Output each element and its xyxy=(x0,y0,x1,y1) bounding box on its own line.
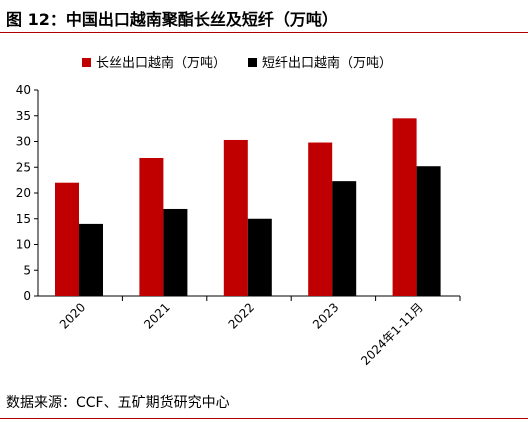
x-tick-label: 2023 xyxy=(310,300,341,331)
bar-staple xyxy=(79,223,103,296)
bar-filament xyxy=(392,118,417,296)
bar-staple xyxy=(416,166,441,296)
y-tick-label: 15 xyxy=(16,212,31,226)
y-tick-label: 5 xyxy=(23,263,31,277)
bar-filament xyxy=(55,182,79,296)
y-tick-label: 0 xyxy=(23,289,31,303)
x-tick-label: 2021 xyxy=(141,300,172,331)
y-tick-label: 30 xyxy=(16,135,31,149)
y-tick-label: 25 xyxy=(16,160,31,174)
legend-swatch xyxy=(82,58,91,67)
y-tick-label: 20 xyxy=(16,186,31,200)
legend-label: 长丝出口越南（万吨） xyxy=(96,55,226,71)
bar-staple xyxy=(332,181,357,296)
x-tick-label: 2022 xyxy=(226,300,257,331)
y-tick-label: 35 xyxy=(16,109,31,123)
source-note: 数据来源：CCF、五矿期货研究中心 xyxy=(6,395,230,411)
y-tick-label: 10 xyxy=(16,238,31,252)
x-tick-label: 2024年1-11月 xyxy=(358,300,426,368)
bar-filament xyxy=(223,139,248,296)
bottom-rule xyxy=(0,418,528,419)
figure-title: 图 12：中国出口越南聚酯长丝及短纤（万吨） xyxy=(6,10,338,29)
title-rule xyxy=(0,32,528,33)
bar-staple xyxy=(247,218,272,296)
legend-label: 短纤出口越南（万吨） xyxy=(262,55,392,71)
y-tick-label: 40 xyxy=(16,83,31,97)
bar-staple xyxy=(163,208,188,296)
legend-swatch xyxy=(248,58,257,67)
bar-filament xyxy=(308,142,333,296)
x-tick-label: 2020 xyxy=(57,300,88,331)
bar-filament xyxy=(139,157,164,296)
bar-chart: 长丝出口越南（万吨） 短纤出口越南（万吨） 0 5 10 15 20 25 30 35 40 2020… xyxy=(16,55,461,368)
